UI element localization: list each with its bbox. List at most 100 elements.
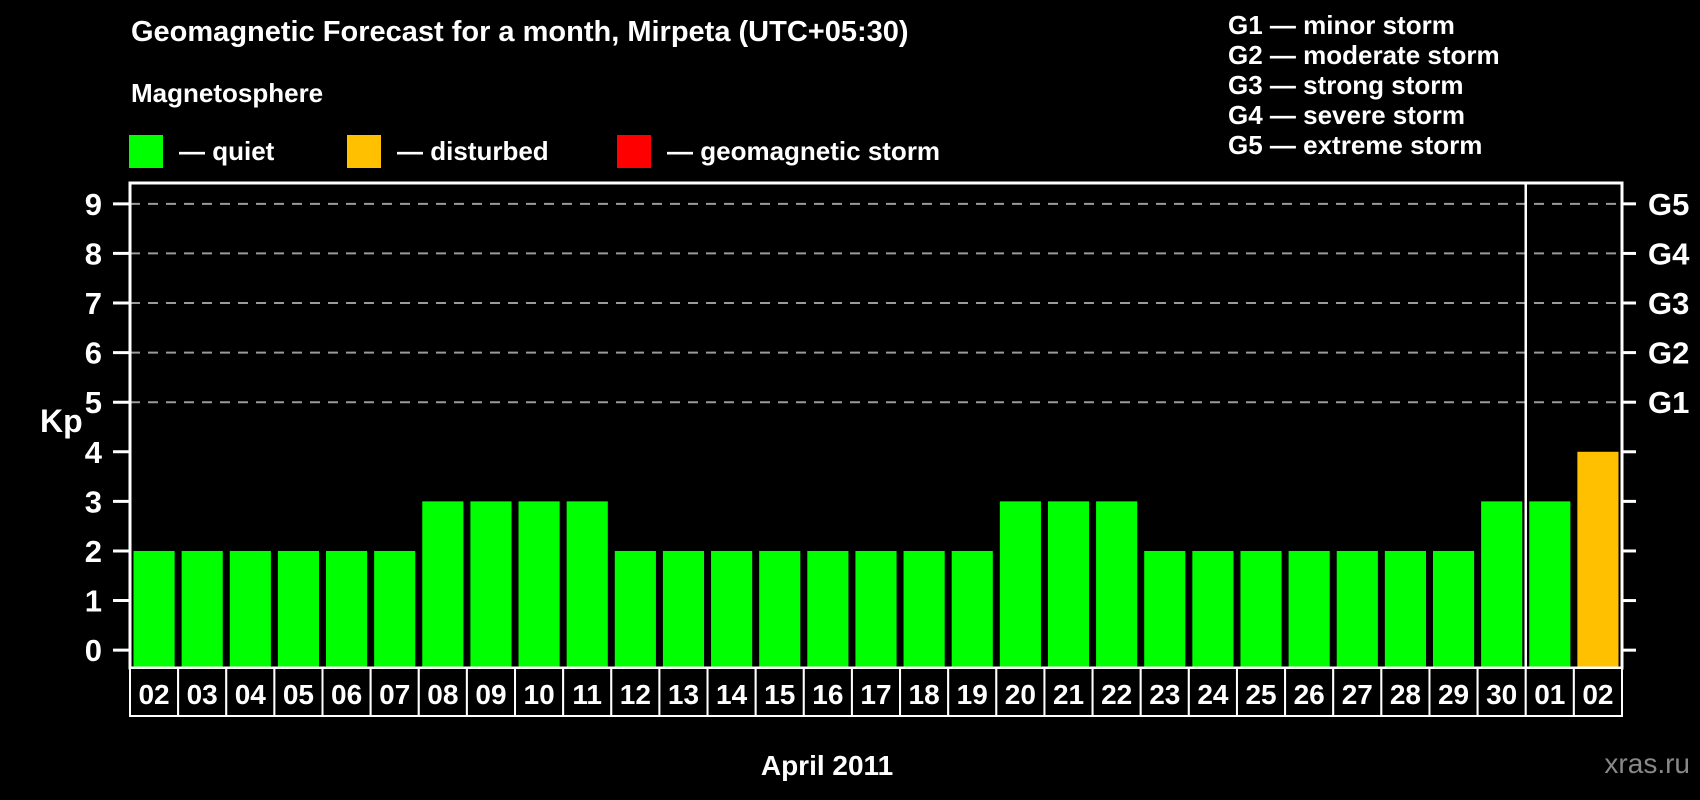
watermark: xras.ru [1604, 748, 1690, 779]
kp-bar-day-10 [518, 501, 560, 668]
kp-bar-day-05 [277, 550, 320, 668]
day-label-box [610, 667, 661, 717]
kp-bar-day-06 [326, 550, 368, 668]
day-label: 06 [331, 679, 362, 710]
day-label: 02 [1582, 679, 1613, 710]
day-label-box [514, 667, 565, 717]
kp-bar-day-23 [1144, 550, 1186, 668]
day-label-box [177, 667, 228, 717]
day-label: 18 [909, 679, 940, 710]
x-axis-month-label: April 2011 [760, 750, 894, 781]
legend-item-quiet: — quiet [129, 128, 274, 174]
day-label-box [1187, 667, 1238, 717]
y-tick-label: 4 [85, 435, 103, 470]
y-tick-label: 5 [85, 385, 102, 420]
day-label: 07 [379, 679, 410, 710]
day-label: 19 [957, 679, 988, 710]
g-scale-legend-line: G3 — strong storm [1228, 70, 1464, 100]
kp-bar-day-02 [1577, 451, 1619, 668]
storm-color-swatch [617, 134, 651, 168]
kp-bar-day-28 [1384, 550, 1426, 668]
y-tick-label: 0 [85, 633, 102, 668]
day-label-box [947, 667, 998, 717]
day-label-box [1428, 667, 1479, 717]
g-scale-legend-line: G2 — moderate storm [1228, 40, 1500, 70]
kp-bar-day-02 [133, 550, 175, 668]
y-tick-label: 2 [85, 534, 102, 569]
day-label: 16 [812, 679, 843, 710]
day-label: 29 [1438, 679, 1469, 710]
kp-bar-day-07 [374, 550, 416, 668]
day-label-box [1284, 667, 1335, 717]
day-label: 02 [138, 679, 169, 710]
kp-bar-day-26 [1288, 550, 1330, 668]
kp-bar-day-27 [1336, 550, 1378, 668]
y-tick-label: 7 [85, 286, 102, 321]
y-tick-label: 8 [85, 236, 102, 271]
kp-bar-day-03 [181, 550, 223, 668]
day-label: 21 [1053, 679, 1084, 710]
kp-bar-day-30 [1481, 501, 1523, 668]
kp-bar-day-25 [1240, 550, 1282, 668]
day-label-box [1572, 667, 1624, 717]
disturbed-color-swatch [347, 134, 381, 168]
kp-bar-day-15 [759, 550, 801, 668]
y-axis-label: Kp [40, 403, 83, 439]
kp-bar-day-21 [1047, 501, 1090, 668]
day-label-box [850, 667, 902, 717]
day-label: 30 [1486, 679, 1517, 710]
kp-bar-day-19 [951, 550, 993, 668]
day-label: 27 [1342, 679, 1373, 710]
day-label: 11 [572, 679, 602, 710]
day-label: 15 [764, 679, 795, 710]
day-label: 10 [524, 679, 555, 710]
kp-bar-day-04 [229, 550, 271, 668]
kp-bar-day-14 [711, 550, 753, 668]
day-label: 22 [1101, 679, 1132, 710]
g-scale-tick-label: G2 [1648, 336, 1689, 371]
kp-bar-day-16 [807, 550, 849, 668]
kp-bar-day-17 [855, 550, 897, 668]
day-label: 03 [187, 679, 218, 710]
kp-bar-day-20 [999, 501, 1041, 668]
legend-item-storm: — geomagnetic storm [617, 128, 940, 174]
day-label-box [369, 667, 420, 717]
legend-item-label: — disturbed [397, 135, 549, 166]
day-label: 08 [427, 679, 458, 710]
legend-item-disturbed: — disturbed [347, 128, 549, 174]
day-label-box [225, 667, 276, 717]
kp-bar-day-29 [1432, 550, 1475, 668]
day-label: 23 [1149, 679, 1180, 710]
day-label-box [1091, 667, 1142, 717]
day-label-box [465, 667, 517, 717]
day-label: 13 [668, 679, 699, 710]
y-tick-label: 1 [85, 584, 102, 619]
day-label: 25 [1245, 679, 1276, 710]
day-label: 12 [620, 679, 651, 710]
y-tick-label: 3 [85, 484, 102, 519]
g-scale-legend-line: G5 — extreme storm [1228, 130, 1483, 160]
day-label: 05 [283, 679, 314, 710]
magnetosphere-legend-heading: Magnetosphere [131, 78, 324, 108]
day-label: 14 [716, 679, 748, 710]
kp-bar-day-12 [614, 550, 656, 668]
kp-bar-day-01 [1529, 501, 1571, 668]
day-label-box [1043, 667, 1094, 717]
g-scale-legend-line: G1 — minor storm [1228, 10, 1455, 40]
g-scale-tick-label: G3 [1648, 286, 1689, 321]
day-label: 09 [475, 679, 506, 710]
kp-bar-day-08 [422, 501, 464, 668]
day-label-box [754, 667, 805, 717]
day-label: 26 [1294, 679, 1325, 710]
g-scale-tick-label: G1 [1648, 385, 1689, 420]
kp-bar-day-22 [1096, 501, 1138, 668]
day-label-box [562, 667, 613, 717]
legend-item-label: — quiet [179, 135, 275, 166]
day-label: 28 [1390, 679, 1421, 710]
kp-bar-day-24 [1192, 550, 1234, 668]
day-label-box [321, 667, 372, 717]
kp-bar-day-18 [903, 550, 945, 668]
g-scale-tick-label: G5 [1648, 187, 1689, 222]
